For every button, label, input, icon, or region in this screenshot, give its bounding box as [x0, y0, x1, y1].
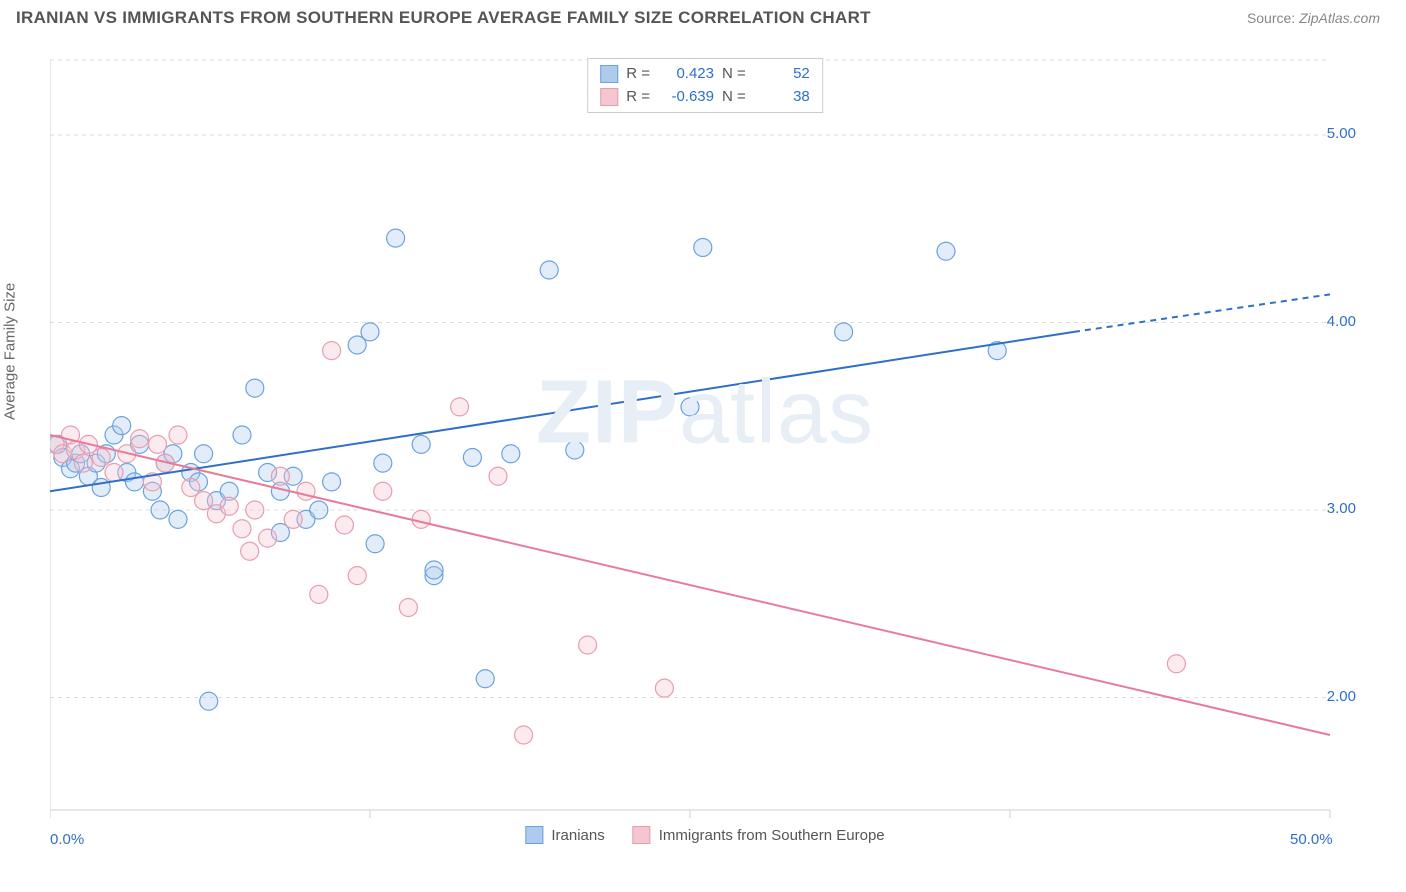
y-axis-label: Average Family Size — [2, 283, 19, 420]
chart-area: ZIPatlas R = 0.423 N = 52 R = -0.639 N =… — [50, 50, 1360, 840]
legend-label-2: Immigrants from Southern Europe — [659, 827, 885, 844]
source-value: ZipAtlas.com — [1299, 10, 1380, 26]
r-label: R = — [626, 63, 650, 86]
correlation-row-1: R = 0.423 N = 52 — [600, 63, 810, 86]
y-tick-label: 3.00 — [1327, 500, 1356, 517]
correlation-row-2: R = -0.639 N = 38 — [600, 86, 810, 109]
legend-item-2: Immigrants from Southern Europe — [633, 826, 885, 844]
y-tick-label: 4.00 — [1327, 313, 1356, 330]
source-label: Source: — [1247, 10, 1295, 26]
x-tick-label: 0.0% — [50, 831, 84, 848]
scatter-plot — [50, 50, 1360, 840]
r-label: R = — [626, 86, 650, 109]
legend-label-1: Iranians — [551, 827, 604, 844]
y-tick-label: 5.00 — [1327, 125, 1356, 142]
source-citation: Source: ZipAtlas.com — [1247, 10, 1380, 26]
n-value-2: 38 — [754, 86, 810, 109]
n-value-1: 52 — [754, 63, 810, 86]
x-tick-label: 50.0% — [1290, 831, 1333, 848]
y-tick-label: 2.00 — [1327, 688, 1356, 705]
r-value-2: -0.639 — [658, 86, 714, 109]
series-swatch-2 — [600, 88, 618, 106]
r-value-1: 0.423 — [658, 63, 714, 86]
series-swatch-1 — [600, 65, 618, 83]
n-label: N = — [722, 86, 746, 109]
chart-title: IRANIAN VS IMMIGRANTS FROM SOUTHERN EURO… — [16, 8, 871, 28]
legend-swatch-1 — [525, 826, 543, 844]
series-legend: Iranians Immigrants from Southern Europe — [525, 826, 884, 844]
legend-item-1: Iranians — [525, 826, 604, 844]
title-bar: IRANIAN VS IMMIGRANTS FROM SOUTHERN EURO… — [0, 0, 1406, 32]
correlation-legend: R = 0.423 N = 52 R = -0.639 N = 38 — [587, 58, 823, 113]
legend-swatch-2 — [633, 826, 651, 844]
n-label: N = — [722, 63, 746, 86]
